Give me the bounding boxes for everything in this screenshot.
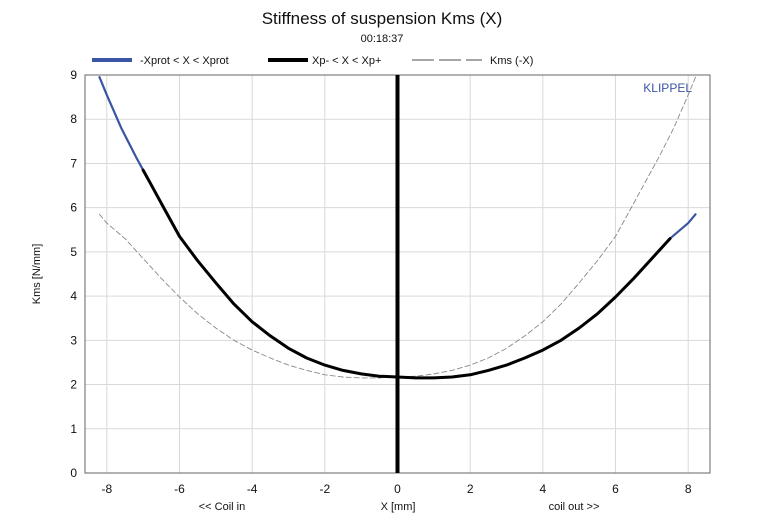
y-tick-label: 5 (70, 245, 77, 259)
series-line-1 (141, 168, 672, 380)
x-tick-label: 4 (540, 482, 547, 496)
y-axis-label: Kms [N/mm] (31, 244, 43, 305)
legend-item: Xp- < X < Xp+ (268, 55, 381, 67)
y-tick-label: 6 (70, 201, 77, 215)
x-tick-label: -6 (174, 482, 185, 496)
x-tick-label: -4 (247, 482, 258, 496)
y-tick-label: 2 (70, 378, 77, 392)
legend-label: Xp- < X < Xp+ (312, 55, 381, 67)
x-tick-label: 0 (394, 482, 401, 496)
y-tick-label: 0 (70, 466, 77, 480)
y-tick-label: 1 (70, 422, 77, 436)
legend: -Xprot < X < Xprot Xp- < X < Xp+ Kms (-X) (92, 55, 533, 67)
y-tick-label: 8 (70, 112, 77, 126)
brand-label: KLIPPEL (643, 81, 692, 95)
legend-label: Kms (-X) (490, 55, 533, 67)
legend-item: -Xprot < X < Xprot (92, 55, 229, 67)
chart-title: Stiffness of suspension Kms (X) (262, 9, 503, 28)
y-tick-label: 3 (70, 333, 77, 347)
y-tick-labels: 0 1 2 3 4 5 6 7 8 9 (70, 68, 77, 480)
x-tick-label: -8 (101, 482, 112, 496)
y-tick-label: 9 (70, 68, 77, 82)
x-annotation-right: coil out >> (549, 501, 600, 513)
y-tick-label: 4 (70, 289, 77, 303)
series-lines (98, 75, 697, 473)
x-tick-label: 8 (685, 482, 692, 496)
chart-subtitle: 00:18:37 (361, 33, 404, 45)
x-tick-label: 6 (612, 482, 619, 496)
legend-label: -Xprot < X < Xprot (140, 55, 229, 67)
x-annotation-left: << Coil in (199, 501, 245, 513)
y-tick-label: 7 (70, 156, 77, 170)
x-tick-label: 2 (467, 482, 474, 496)
x-tick-labels: -8 -6 -4 -2 0 2 4 6 8 (101, 482, 691, 496)
x-axis-label: X [mm] (381, 501, 416, 513)
x-tick-label: -2 (319, 482, 330, 496)
legend-item: Kms (-X) (412, 55, 533, 67)
